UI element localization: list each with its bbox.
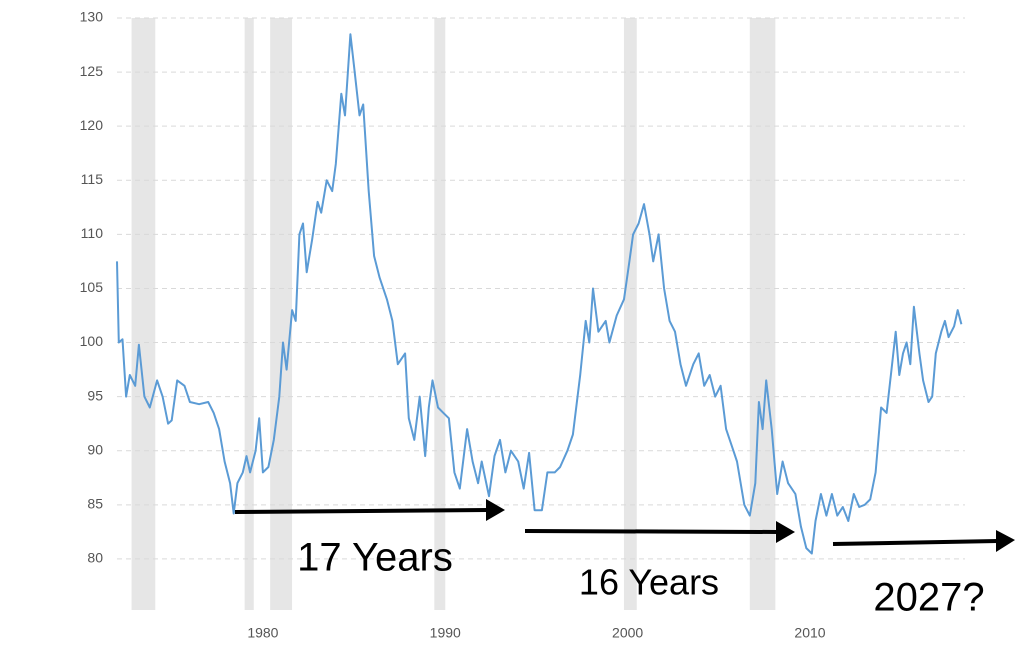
arrow	[524, 529, 779, 534]
recession-band	[131, 18, 156, 610]
recession-band	[749, 18, 776, 610]
recession-band	[434, 18, 446, 610]
annotation: 17 Years	[297, 536, 453, 580]
x-tick-label: 2010	[794, 625, 825, 641]
y-tick-label: 100	[80, 333, 104, 349]
data-line	[116, 33, 963, 555]
x-tick-label: 1990	[430, 625, 461, 641]
annotation: 16 Years	[579, 562, 719, 603]
y-tick-label: 125	[80, 63, 104, 79]
y-tick-label: 85	[87, 496, 103, 512]
recession-band	[244, 18, 254, 610]
arrow-head	[996, 530, 1015, 552]
recession-band	[623, 18, 637, 610]
y-tick-label: 110	[81, 225, 104, 241]
y-tick-label: 80	[87, 550, 103, 566]
arrow-head	[486, 499, 505, 521]
arrow	[234, 508, 489, 514]
y-tick-label: 105	[80, 279, 104, 295]
y-tick-label: 90	[87, 441, 103, 457]
arrow	[832, 539, 999, 546]
y-tick-label: 120	[80, 117, 104, 133]
recession-band	[270, 18, 293, 610]
y-tick-label: 115	[81, 171, 104, 187]
arrows	[234, 499, 1015, 552]
x-tick-label: 1980	[247, 625, 278, 641]
arrow-head	[776, 521, 795, 543]
annotation: 2027?	[873, 576, 984, 620]
y-tick-label: 95	[87, 387, 103, 403]
y-tick-label: 130	[80, 9, 104, 25]
x-tick-label: 2000	[612, 625, 643, 641]
